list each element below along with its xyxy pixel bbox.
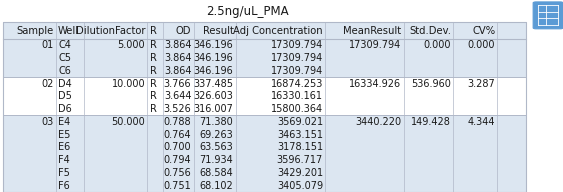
Text: 0.788: 0.788 bbox=[164, 117, 191, 127]
Text: DilutionFactor: DilutionFactor bbox=[76, 26, 145, 36]
Text: 3405.079: 3405.079 bbox=[277, 181, 323, 191]
Text: 3.287: 3.287 bbox=[467, 79, 495, 89]
Text: 346.196: 346.196 bbox=[194, 66, 234, 76]
Text: R: R bbox=[150, 104, 157, 114]
Text: 346.196: 346.196 bbox=[194, 53, 234, 63]
Text: 3429.201: 3429.201 bbox=[277, 168, 323, 178]
Text: 3.526: 3.526 bbox=[164, 104, 191, 114]
Text: 15800.364: 15800.364 bbox=[271, 104, 323, 114]
Text: 69.263: 69.263 bbox=[200, 130, 234, 140]
Text: D4: D4 bbox=[58, 79, 72, 89]
Text: 3569.021: 3569.021 bbox=[277, 117, 323, 127]
Text: 16874.253: 16874.253 bbox=[271, 79, 323, 89]
Text: 3.766: 3.766 bbox=[164, 79, 191, 89]
Text: Well: Well bbox=[58, 26, 79, 36]
Text: E6: E6 bbox=[58, 142, 70, 152]
Text: E5: E5 bbox=[58, 130, 70, 140]
Text: R: R bbox=[150, 91, 157, 101]
Text: Adj Concentration: Adj Concentration bbox=[233, 26, 323, 36]
Text: 337.485: 337.485 bbox=[194, 79, 234, 89]
Text: F4: F4 bbox=[58, 155, 70, 165]
Text: C5: C5 bbox=[58, 53, 71, 63]
Text: 0.700: 0.700 bbox=[164, 142, 191, 152]
Text: 03: 03 bbox=[41, 117, 53, 127]
Text: 3596.717: 3596.717 bbox=[277, 155, 323, 165]
Text: 16330.161: 16330.161 bbox=[271, 91, 323, 101]
Text: 71.380: 71.380 bbox=[200, 117, 234, 127]
Text: 17309.794: 17309.794 bbox=[271, 40, 323, 50]
Text: F6: F6 bbox=[58, 181, 70, 191]
Text: Std.Dev.: Std.Dev. bbox=[409, 26, 451, 36]
Text: 3.864: 3.864 bbox=[164, 53, 191, 63]
Text: 71.934: 71.934 bbox=[200, 155, 234, 165]
Text: 536.960: 536.960 bbox=[411, 79, 451, 89]
Text: Sample: Sample bbox=[16, 26, 53, 36]
Text: C6: C6 bbox=[58, 66, 71, 76]
Bar bbox=[3, 22, 526, 39]
Text: R: R bbox=[150, 26, 157, 36]
Text: 0.764: 0.764 bbox=[164, 130, 191, 140]
Text: E4: E4 bbox=[58, 117, 70, 127]
Text: 2.5ng/uL_PMA: 2.5ng/uL_PMA bbox=[207, 5, 289, 18]
Bar bbox=[3, 22, 526, 192]
Text: 5.000: 5.000 bbox=[118, 40, 145, 50]
Text: C4: C4 bbox=[58, 40, 71, 50]
Text: 0.756: 0.756 bbox=[164, 168, 191, 178]
Text: D6: D6 bbox=[58, 104, 72, 114]
Text: 346.196: 346.196 bbox=[194, 40, 234, 50]
Text: 149.428: 149.428 bbox=[411, 117, 451, 127]
Text: 3463.151: 3463.151 bbox=[277, 130, 323, 140]
Text: 3.864: 3.864 bbox=[164, 40, 191, 50]
Text: OD: OD bbox=[176, 26, 191, 36]
Text: R: R bbox=[150, 66, 157, 76]
Text: 17309.794: 17309.794 bbox=[271, 66, 323, 76]
Text: 326.603: 326.603 bbox=[194, 91, 234, 101]
Text: 17309.794: 17309.794 bbox=[349, 40, 401, 50]
Bar bbox=[3, 77, 526, 115]
Text: 50.000: 50.000 bbox=[111, 117, 145, 127]
Text: 17309.794: 17309.794 bbox=[271, 53, 323, 63]
Text: 4.344: 4.344 bbox=[468, 117, 495, 127]
Text: F5: F5 bbox=[58, 168, 70, 178]
Text: 3.644: 3.644 bbox=[164, 91, 191, 101]
Text: 68.584: 68.584 bbox=[200, 168, 234, 178]
Text: 0.794: 0.794 bbox=[164, 155, 191, 165]
Text: R: R bbox=[150, 40, 157, 50]
Text: 63.563: 63.563 bbox=[200, 142, 234, 152]
FancyBboxPatch shape bbox=[533, 2, 563, 29]
Text: 68.102: 68.102 bbox=[200, 181, 234, 191]
Bar bbox=[3, 39, 526, 77]
Text: R: R bbox=[150, 53, 157, 63]
Text: 3.864: 3.864 bbox=[164, 66, 191, 76]
Text: 10.000: 10.000 bbox=[111, 79, 145, 89]
Text: 3440.220: 3440.220 bbox=[355, 117, 401, 127]
Text: 0.000: 0.000 bbox=[468, 40, 495, 50]
Text: CV%: CV% bbox=[472, 26, 495, 36]
Text: 3178.151: 3178.151 bbox=[277, 142, 323, 152]
Text: R: R bbox=[150, 79, 157, 89]
Text: MeanResult: MeanResult bbox=[343, 26, 401, 36]
Bar bbox=[3, 115, 526, 192]
Text: D5: D5 bbox=[58, 91, 72, 101]
Text: Result: Result bbox=[203, 26, 234, 36]
Text: 02: 02 bbox=[41, 79, 53, 89]
Text: 0.000: 0.000 bbox=[423, 40, 451, 50]
Text: 01: 01 bbox=[41, 40, 53, 50]
Text: 316.007: 316.007 bbox=[194, 104, 234, 114]
Text: 16334.926: 16334.926 bbox=[350, 79, 401, 89]
Text: 0.751: 0.751 bbox=[164, 181, 191, 191]
